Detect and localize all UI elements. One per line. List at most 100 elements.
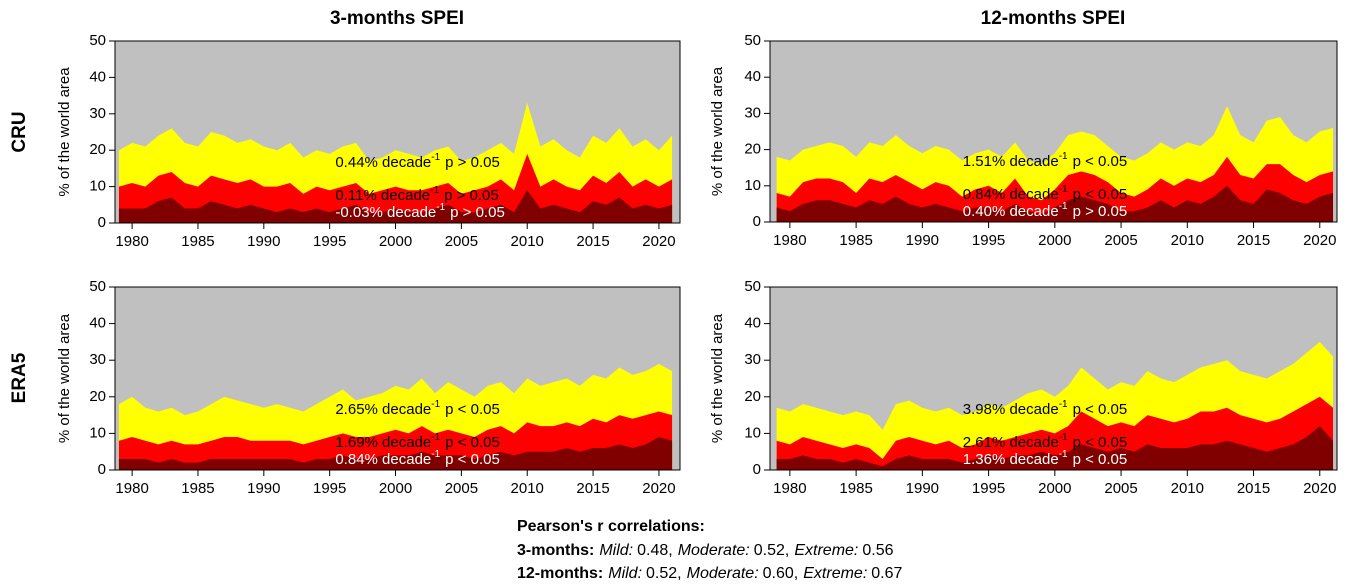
footer-line: 3-months: Mild: 0.48, Moderate: 0.52, Extreme… bbox=[517, 542, 894, 559]
x-tick-label: 2005 bbox=[445, 233, 478, 250]
trend-p-value: p > 0.05 bbox=[445, 154, 500, 171]
x-tick-label: 1980 bbox=[115, 233, 148, 250]
x-tick-label: 2000 bbox=[1038, 232, 1071, 249]
trend-annotation: 2.65% decade-1 p < 0.05 bbox=[335, 399, 499, 418]
y-tick-label: 50 bbox=[89, 278, 106, 295]
row-label: ERA5 bbox=[9, 352, 30, 403]
trend-annotation: 0.84% decade-1 p < 0.05 bbox=[335, 449, 499, 468]
footer-label: 12-months: bbox=[517, 565, 603, 582]
trend-exponent: -1 bbox=[431, 432, 440, 443]
trend-annotation: -0.03% decade-1 p > 0.05 bbox=[335, 202, 504, 221]
y-tick-label: 0 bbox=[753, 461, 761, 478]
trend-annotation: 0.84% decade-1 p < 0.05 bbox=[963, 184, 1127, 203]
trend-p-value: p < 0.05 bbox=[1073, 186, 1128, 203]
y-tick-label: 0 bbox=[98, 461, 106, 478]
trend-p-value: p < 0.05 bbox=[445, 451, 500, 468]
trend-text: 1.69% decade bbox=[335, 434, 431, 451]
x-tick-label: 1990 bbox=[247, 480, 280, 497]
area-series bbox=[118, 437, 673, 470]
trend-annotation: 3.98% decade-1 p < 0.05 bbox=[963, 399, 1127, 418]
trend-exponent: -1 bbox=[1059, 184, 1068, 195]
item-value: 0.52 bbox=[754, 542, 785, 559]
x-tick-label: 1995 bbox=[313, 480, 346, 497]
x-tick-label: 2015 bbox=[1237, 232, 1270, 249]
x-tick-label: 1995 bbox=[313, 233, 346, 250]
x-tick-label: 1985 bbox=[839, 232, 872, 249]
trend-annotation: 0.44% decade-1 p > 0.05 bbox=[335, 152, 499, 171]
trend-p-value: p < 0.05 bbox=[1073, 434, 1128, 451]
x-tick-label: 2015 bbox=[1237, 480, 1270, 497]
x-tick-label: 2005 bbox=[445, 480, 478, 497]
x-tick-label: 1985 bbox=[181, 233, 214, 250]
item-value: 0.48 bbox=[637, 542, 668, 559]
y-tick-label: 0 bbox=[753, 213, 761, 230]
separator: , bbox=[785, 542, 789, 559]
x-tick-label: 2000 bbox=[1038, 480, 1071, 497]
trend-exponent: -1 bbox=[1059, 432, 1068, 443]
x-tick-label: 2010 bbox=[1171, 232, 1204, 249]
x-tick-label: 1990 bbox=[247, 233, 280, 250]
y-axis-label: % of the world area bbox=[56, 313, 73, 443]
trend-text: 2.61% decade bbox=[963, 434, 1059, 451]
x-tick-label: 2020 bbox=[1303, 480, 1336, 497]
trend-p-value: p < 0.05 bbox=[1073, 153, 1128, 170]
y-tick-label: 40 bbox=[744, 315, 761, 332]
x-tick-label: 1995 bbox=[972, 480, 1005, 497]
y-tick-label: 20 bbox=[744, 141, 761, 158]
x-tick-label: 2005 bbox=[1104, 232, 1137, 249]
x-tick-label: 2010 bbox=[511, 233, 544, 250]
area-series bbox=[776, 185, 1334, 222]
y-tick-label: 10 bbox=[744, 424, 761, 441]
item-name: Mild: bbox=[608, 565, 642, 582]
trend-exponent: -1 bbox=[1059, 201, 1068, 212]
trend-text: -0.03% decade bbox=[335, 204, 436, 221]
y-tick-label: 30 bbox=[89, 351, 106, 368]
y-tick-label: 50 bbox=[89, 32, 106, 49]
trend-p-value: p < 0.05 bbox=[445, 434, 500, 451]
trend-text: 1.51% decade bbox=[963, 153, 1059, 170]
trend-text: 0.40% decade bbox=[963, 203, 1059, 220]
trend-exponent: -1 bbox=[431, 152, 440, 163]
trend-text: 2.65% decade bbox=[335, 401, 431, 418]
trend-p-value: p < 0.05 bbox=[1073, 401, 1128, 418]
panel: 0 10 20 30 40 50 1980 1985 1990 1995 2000 2005 2010 2… bbox=[709, 278, 1338, 497]
x-tick-label: 2010 bbox=[1171, 480, 1204, 497]
y-tick-label: 30 bbox=[744, 104, 761, 121]
y-tick-label: 40 bbox=[89, 68, 106, 85]
item-name: Mild: bbox=[599, 542, 633, 559]
trend-text: 0.44% decade bbox=[335, 154, 431, 171]
x-tick-label: 1985 bbox=[839, 480, 872, 497]
y-tick-label: 20 bbox=[89, 388, 106, 405]
panel: 0 10 20 30 40 50 1980 1985 1990 1995 2000 2005 2010 2… bbox=[709, 32, 1338, 249]
item-name: Moderate: bbox=[678, 542, 750, 559]
trend-text: 0.84% decade bbox=[335, 451, 431, 468]
item-value: 0.56 bbox=[862, 542, 893, 559]
x-tick-label: 2000 bbox=[379, 480, 412, 497]
y-tick-label: 50 bbox=[744, 278, 761, 295]
y-tick-label: 10 bbox=[89, 424, 106, 441]
x-tick-label: 1995 bbox=[972, 232, 1005, 249]
y-tick-label: 30 bbox=[89, 105, 106, 122]
footer-label: 3-months: bbox=[517, 542, 594, 559]
trend-annotation: 0.11% decade-1 p > 0.05 bbox=[335, 185, 498, 204]
separator: , bbox=[794, 565, 798, 582]
trend-exponent: -1 bbox=[1059, 151, 1068, 162]
x-tick-label: 1990 bbox=[906, 232, 939, 249]
x-tick-label: 1980 bbox=[773, 232, 806, 249]
column-title: 3-months SPEI bbox=[330, 8, 464, 29]
trend-text: 3.98% decade bbox=[963, 401, 1059, 418]
trend-annotation: 0.40% decade-1 p > 0.05 bbox=[963, 201, 1127, 220]
y-axis-label: % of the world area bbox=[709, 66, 726, 196]
x-tick-label: 2020 bbox=[642, 480, 675, 497]
footer: Pearson's r correlations:3-months: Mild: 0… bbox=[517, 518, 903, 582]
separator: , bbox=[677, 565, 681, 582]
item-value: 0.67 bbox=[871, 565, 902, 582]
item-name: Extreme: bbox=[794, 542, 858, 559]
y-axis-label: % of the world area bbox=[56, 67, 73, 197]
y-tick-label: 10 bbox=[744, 177, 761, 194]
plot-frame bbox=[114, 40, 681, 224]
area-series bbox=[776, 426, 1334, 470]
trend-exponent: -1 bbox=[431, 449, 440, 460]
row-label: CRU bbox=[9, 111, 30, 152]
